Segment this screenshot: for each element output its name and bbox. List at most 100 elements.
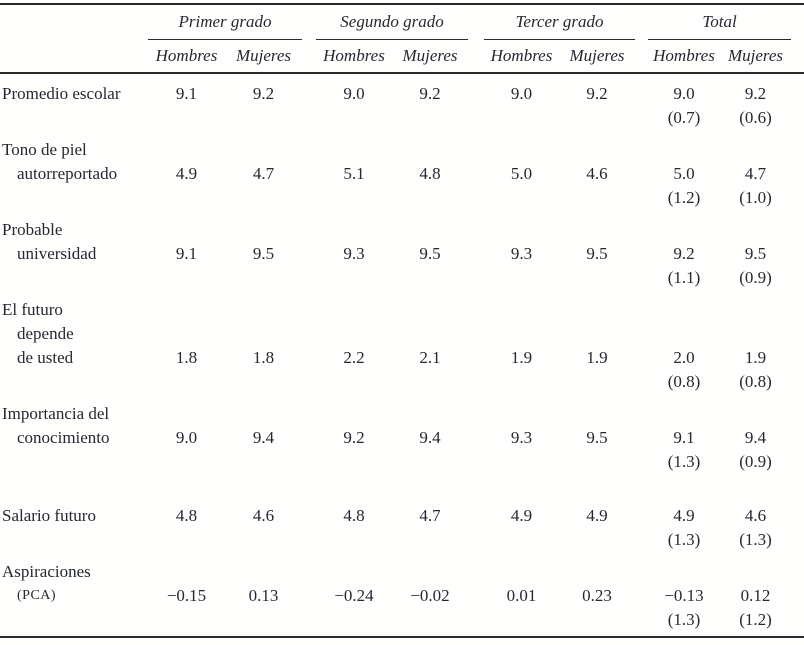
value-row: Salario futuro 4.8 4.6 4.8 4.7 4.9 4.9 4.9 4.6: [0, 504, 804, 528]
value-row: Tono de piel autorreportado 4.9 4.7 5.1 4.8 5.…: [0, 138, 804, 186]
value-cell: 9.5: [419, 244, 441, 263]
value-cell: 9.2: [673, 244, 695, 263]
value-cell: 0.12: [740, 586, 771, 605]
value-cell: 0.01: [506, 586, 537, 605]
sd-cell: (0.9): [739, 452, 772, 471]
bottom-rule: [0, 636, 804, 638]
row-label: Probable universidad: [0, 218, 148, 266]
empty-cell: [225, 106, 302, 130]
empty-cell: [316, 106, 392, 130]
column-gap: [302, 608, 316, 632]
subheader-mujeres: Mujeres: [235, 46, 292, 65]
empty-cell: [392, 370, 468, 394]
value-cell: 2.0: [673, 348, 695, 367]
sd-cell: (1.3): [739, 530, 772, 549]
row-label-line: de usted: [17, 348, 74, 367]
label-column-spacer: [0, 106, 148, 130]
row-label-line: Salario futuro: [2, 506, 96, 525]
column-gap: [635, 608, 648, 632]
empty-cell: [392, 528, 468, 552]
value-cell: 9.5: [586, 428, 608, 447]
empty-cell: [392, 186, 468, 210]
value-cell: 1.8: [175, 348, 198, 367]
subheader-hombres: Hombres: [490, 46, 553, 65]
sd-cell: (1.2): [667, 188, 701, 207]
row-label: El futuro depende de usted: [0, 298, 148, 370]
table-row: Promedio escolar 9.1 9.2 9.0 9.2 9.0 9.2 9.0 9.2…: [0, 82, 804, 130]
label-column-spacer: [0, 370, 148, 394]
value-cell: 4.9: [673, 506, 695, 525]
value-cell: −0.13: [664, 586, 704, 605]
sd-row: (1.2) (1.0): [0, 186, 804, 210]
sd-row: (0.7) (0.6): [0, 106, 804, 130]
empty-cell: [148, 450, 225, 474]
value-cell: 9.3: [510, 428, 533, 447]
value-cell: 9.0: [673, 84, 695, 103]
value-cell: 9.2: [586, 84, 608, 103]
value-row: Probable universidad 9.1 9.5 9.3 9.5 9.3 9.5 9.2…: [0, 218, 804, 266]
value-cell: 9.5: [586, 244, 608, 263]
empty-cell: [484, 106, 559, 130]
group-header-total: Total: [648, 10, 791, 40]
value-cell: 4.9: [175, 164, 198, 183]
column-gap: [635, 450, 648, 474]
value-cell: 4.7: [252, 164, 275, 183]
row-label-line: (PCA): [17, 588, 57, 603]
empty-cell: [559, 528, 635, 552]
empty-cell: [392, 106, 468, 130]
empty-cell: [148, 186, 225, 210]
column-gap: [468, 608, 484, 632]
table-row: Probable universidad 9.1 9.5 9.3 9.5 9.3 9.5 9.2…: [0, 218, 804, 290]
column-gap: [468, 44, 484, 68]
row-label: Importancia del conocimiento: [0, 402, 148, 450]
empty-cell: [484, 266, 559, 290]
empty-cell: [392, 450, 468, 474]
subheader-hombres: Hombres: [653, 46, 715, 65]
column-gap: [468, 106, 484, 130]
value-cell: 4.6: [744, 506, 767, 525]
column-gap: [635, 44, 648, 68]
empty-cell: [148, 528, 225, 552]
value-cell: 1.9: [744, 348, 767, 367]
sd-cell: (1.3): [667, 530, 701, 549]
label-column-spacer: [0, 266, 148, 290]
column-gap: [302, 450, 316, 474]
row-label-line: Tono de piel: [2, 140, 87, 159]
empty-cell: [316, 186, 392, 210]
value-cell: 9.2: [252, 84, 275, 103]
sd-cell: (0.8): [667, 372, 701, 391]
row-label-line: Importancia del: [2, 404, 110, 423]
value-cell: 9.1: [175, 244, 198, 263]
subheader-row: Hombres Mujeres Hombres Mujeres Hombres …: [0, 40, 804, 72]
sd-row: (1.3) (1.3): [0, 528, 804, 552]
row-label-line: conocimiento: [17, 428, 110, 447]
value-cell: 9.5: [744, 244, 767, 263]
value-cell: 9.0: [343, 84, 365, 103]
empty-cell: [484, 370, 559, 394]
empty-cell: [148, 370, 225, 394]
value-row: Aspiraciones (PCA) −0.15 0.13 −0.24 −0.02 0.01…: [0, 560, 804, 608]
value-cell: −0.15: [166, 586, 207, 605]
value-cell: 5.0: [510, 164, 533, 183]
sd-row: (1.3) (1.2): [0, 608, 804, 632]
sd-cell: (1.1): [667, 268, 701, 287]
empty-cell: [559, 608, 635, 632]
empty-cell: [316, 528, 392, 552]
value-cell: 4.6: [252, 506, 275, 525]
value-cell: 1.9: [586, 348, 608, 367]
subheader-mujeres: Mujeres: [402, 46, 458, 65]
value-cell: 1.9: [510, 348, 533, 367]
column-gap: [468, 528, 484, 552]
row-label-line: El futuro: [2, 300, 63, 319]
table-row: Salario futuro 4.8 4.6 4.8 4.7 4.9 4.9 4.9 4.6 (1…: [0, 504, 804, 552]
value-cell: 4.8: [343, 506, 365, 525]
subheader-mujeres: Mujeres: [569, 46, 625, 65]
value-cell: 2.2: [343, 348, 365, 367]
value-cell: 9.4: [744, 428, 767, 447]
value-cell: 2.1: [419, 348, 441, 367]
column-gap: [302, 106, 316, 130]
column-gap: [635, 528, 648, 552]
value-cell: 4.7: [419, 506, 441, 525]
value-cell: 9.2: [744, 84, 767, 103]
row-label-line: Promedio escolar: [2, 84, 121, 103]
